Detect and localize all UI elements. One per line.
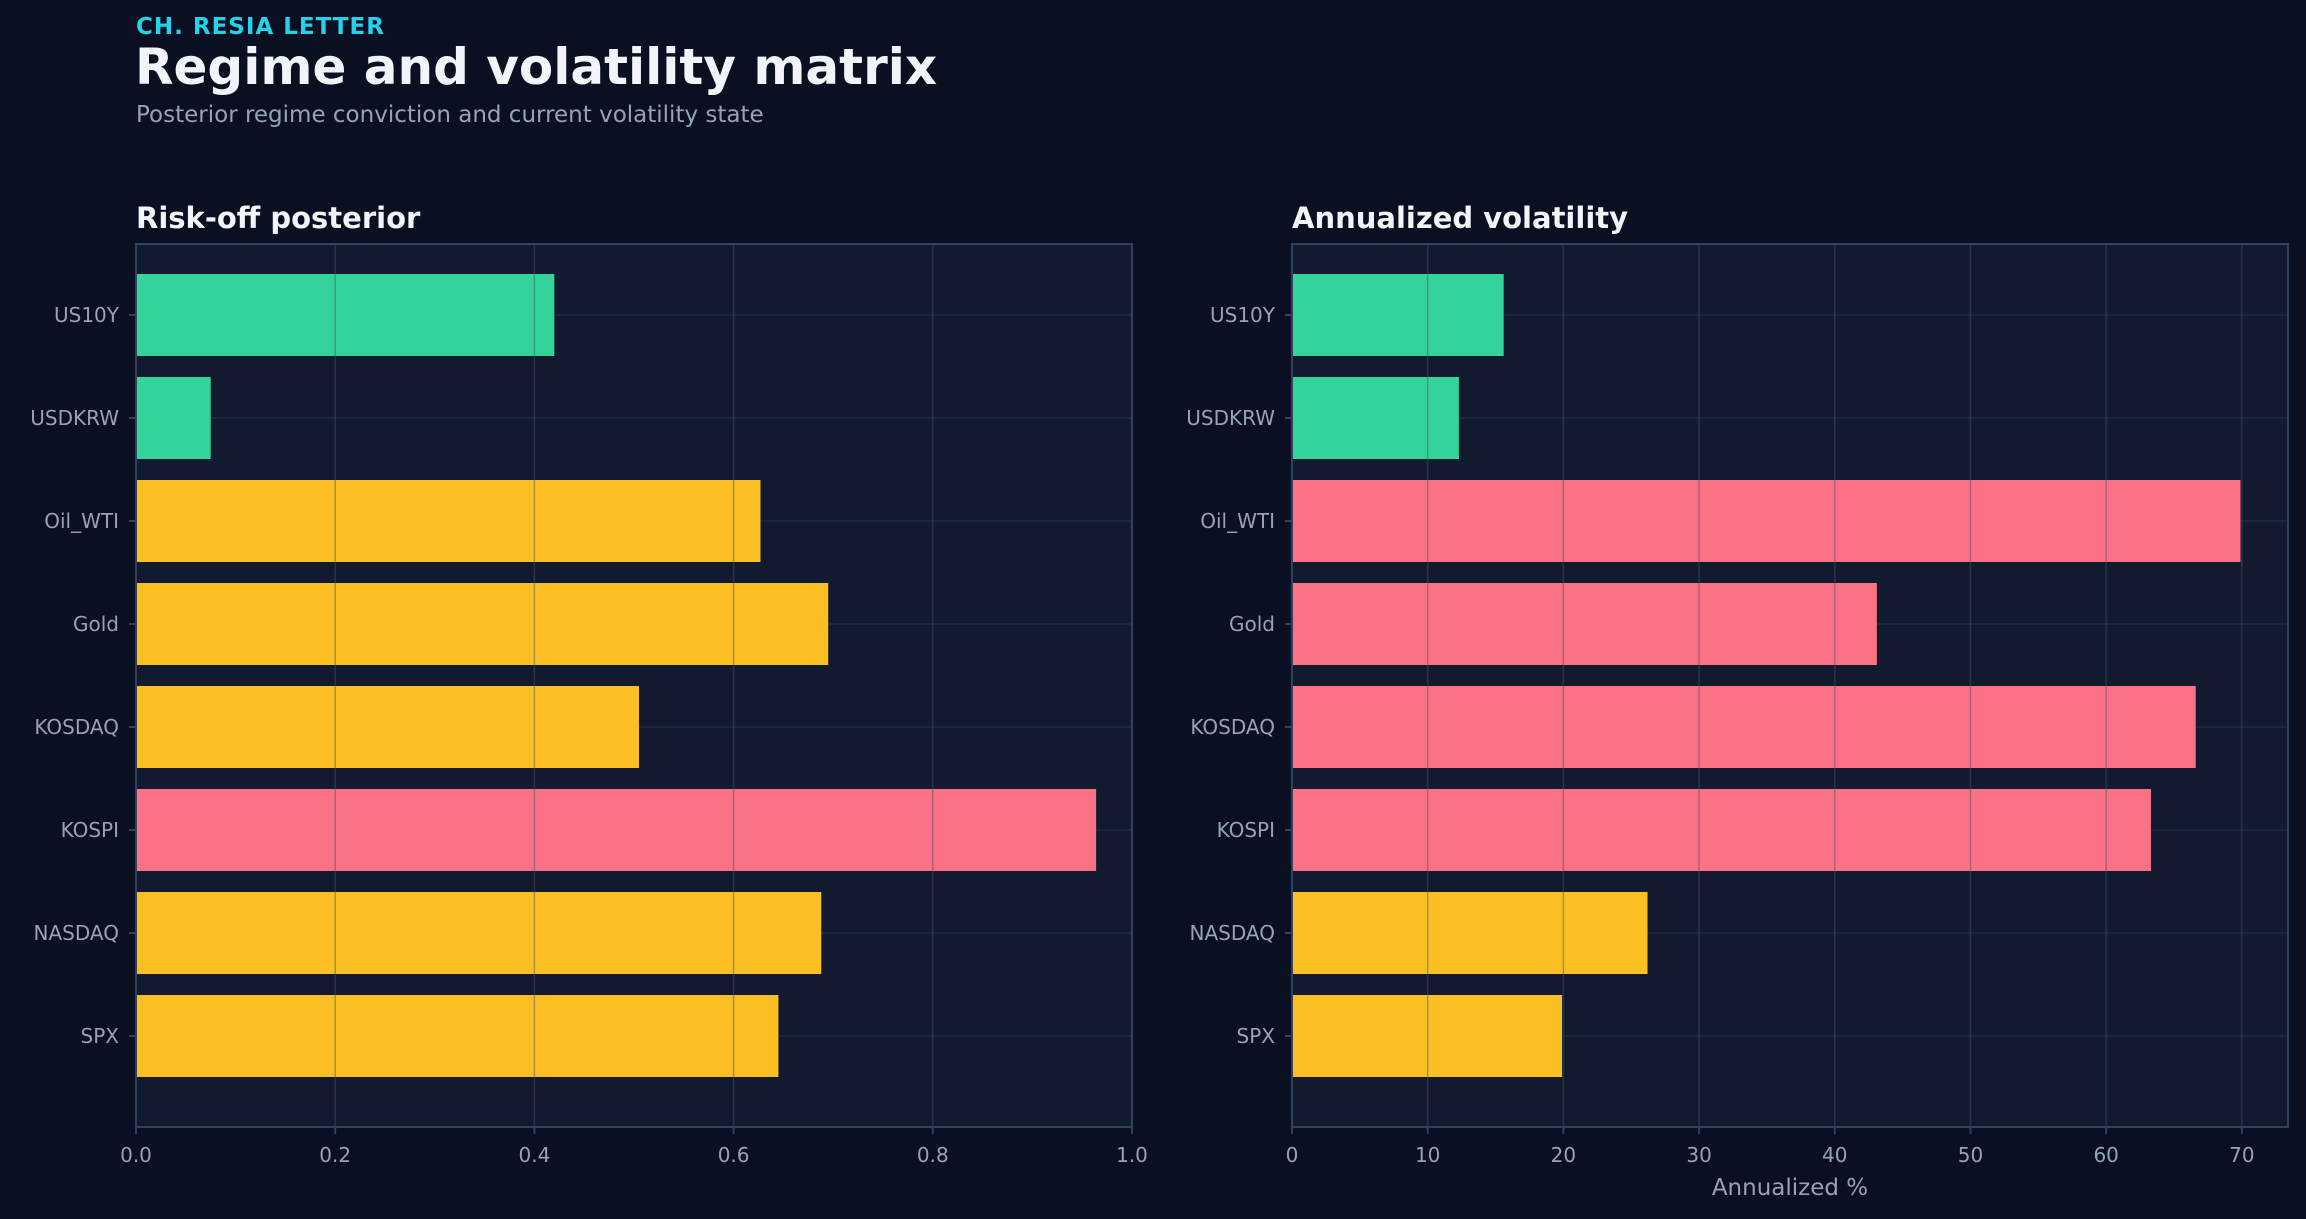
y-tick-label: US10Y <box>1210 303 1276 327</box>
x-tick-label: 1.0 <box>1116 1143 1148 1167</box>
chart-title: Risk-off posterior <box>136 201 421 235</box>
x-tick-label: 10 <box>1415 1143 1440 1167</box>
bar-nasdaq <box>1292 892 1648 974</box>
x-axis-label: Annualized % <box>1712 1175 1868 1201</box>
page-subtitle: Posterior regime conviction and current … <box>136 102 764 128</box>
y-tick-label: KOSDAQ <box>34 715 119 739</box>
plot-area <box>136 244 1132 1127</box>
plot-area <box>1292 244 2288 1127</box>
x-tick-label: 50 <box>1958 1143 1983 1167</box>
plot-frame <box>135 243 1133 1128</box>
report-kicker: CH. RESIA LETTER <box>136 14 385 40</box>
y-tick-label: USDKRW <box>1186 406 1275 430</box>
x-tick-label: 0.6 <box>718 1143 750 1167</box>
y-tick-label: Gold <box>1229 612 1275 636</box>
bar-spx <box>136 995 779 1077</box>
page-title: Regime and volatility matrix <box>135 38 938 96</box>
bar-kosdaq <box>1292 686 2196 768</box>
bar-gold <box>136 583 829 665</box>
bar-nasdaq <box>136 892 822 974</box>
y-tick-label: NASDAQ <box>34 921 119 945</box>
chart-title: Annualized volatility <box>1292 201 1628 235</box>
x-tick-label: 70 <box>2229 1143 2254 1167</box>
y-tick-label: NASDAQ <box>1190 921 1275 945</box>
y-tick-label: SPX <box>81 1024 120 1048</box>
y-tick-label: Oil_WTI <box>1200 509 1275 533</box>
bar-spx <box>1292 995 1563 1077</box>
bar-kospi <box>1292 789 2151 871</box>
x-tick-label: 0.2 <box>319 1143 351 1167</box>
bar-kospi <box>136 789 1097 871</box>
y-tick-label: US10Y <box>54 303 120 327</box>
x-tick-label: 0 <box>1286 1143 1299 1167</box>
y-tick-label: SPX <box>1237 1024 1276 1048</box>
bar-oil-wti <box>1292 480 2241 562</box>
bar-usdkrw <box>136 377 211 459</box>
x-tick-label: 0.4 <box>518 1143 550 1167</box>
bar-gold <box>1292 583 1877 665</box>
chart-panel-2: US10Y USDKRW Oil_WTI Gold KOSDAQ KOSPI NASDAQ S… <box>1186 201 2289 1201</box>
y-tick-label: Gold <box>73 612 119 636</box>
bar-us10y <box>1292 274 1504 356</box>
y-tick-label: Oil_WTI <box>44 509 119 533</box>
bar-oil-wti <box>136 480 761 562</box>
bar-usdkrw <box>1292 377 1459 459</box>
y-tick-label: USDKRW <box>30 406 119 430</box>
x-tick-label: 0.0 <box>120 1143 152 1167</box>
y-tick-label: KOSPI <box>1217 818 1275 842</box>
plot-frame <box>1291 243 2289 1128</box>
x-tick-label: 60 <box>2093 1143 2118 1167</box>
x-tick-label: 30 <box>1686 1143 1711 1167</box>
chart-panel-1: US10Y USDKRW Oil_WTI Gold KOSDAQ KOSPI NASDAQ S… <box>30 201 1148 1167</box>
bar-us10y <box>136 274 555 356</box>
y-tick-label: KOSDAQ <box>1190 715 1275 739</box>
x-tick-label: 20 <box>1551 1143 1576 1167</box>
x-tick-label: 0.8 <box>917 1143 949 1167</box>
bar-kosdaq <box>136 686 639 768</box>
y-tick-label: KOSPI <box>61 818 119 842</box>
x-tick-label: 40 <box>1822 1143 1847 1167</box>
